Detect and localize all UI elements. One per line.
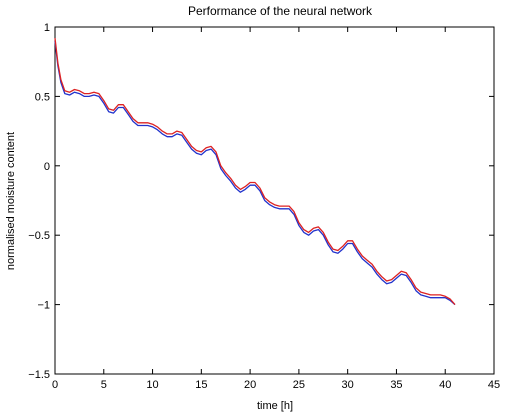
y-tick-label: −1 (37, 300, 50, 312)
y-tick-label: 1 (44, 22, 50, 34)
x-tick-label: 20 (244, 379, 256, 391)
x-tick-label: 10 (146, 379, 158, 391)
series-layer (54, 38, 456, 306)
x-tick-label: 5 (101, 379, 107, 391)
x-tick-label: 40 (439, 379, 451, 391)
x-tick-label: 30 (342, 379, 354, 391)
x-tick-label: 25 (293, 379, 305, 391)
y-axis: −1.5 −1 −0.5 0 0.5 1 (28, 22, 494, 381)
x-axis-title: time [h] (257, 400, 293, 412)
x-tick-label: 0 (52, 379, 58, 391)
y-tick-label: −1.5 (28, 369, 50, 381)
series-line-2 (54, 38, 456, 306)
x-tick-label: 45 (488, 379, 500, 391)
y-axis-title: normalised moisture content (5, 132, 17, 270)
x-tick-label: 15 (195, 379, 207, 391)
x-tick-label: 35 (390, 379, 402, 391)
chart-title: Performance of the neural network (188, 4, 373, 18)
y-tick-label: −0.5 (28, 230, 50, 242)
plot-area (54, 26, 495, 375)
series-line-1 (54, 40, 456, 306)
y-tick-label: 0 (44, 161, 50, 173)
x-axis: 0 5 10 15 20 25 30 35 40 45 (52, 27, 500, 391)
y-tick-label: 0.5 (35, 91, 50, 103)
